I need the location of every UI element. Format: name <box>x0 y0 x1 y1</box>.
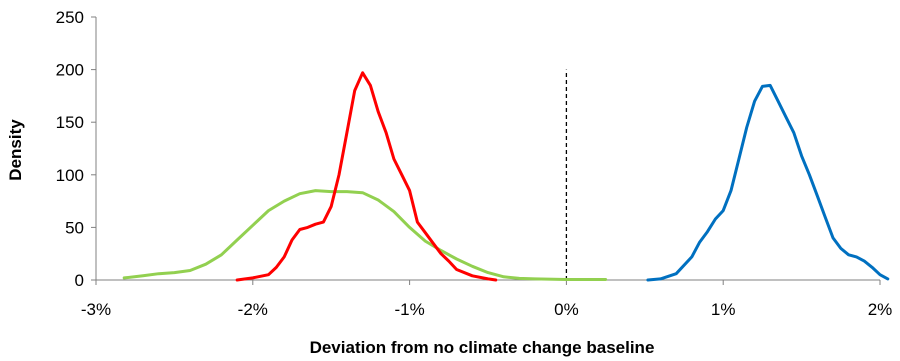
series-layer <box>122 71 890 282</box>
y-tick-label: 200 <box>56 61 84 80</box>
y-tick-label: 50 <box>65 218 84 237</box>
y-axis-ticks: 0 50 100 150 200 250 <box>56 8 96 290</box>
x-tick-label: 2% <box>868 300 893 319</box>
y-axis-title: Density <box>6 119 25 181</box>
x-tick-label: -1% <box>394 300 424 319</box>
series-line-1 <box>122 189 608 281</box>
y-tick-label: 100 <box>56 166 84 185</box>
y-tick-label: 250 <box>56 8 84 27</box>
series-line-2 <box>235 71 498 282</box>
x-tick-label: 1% <box>711 300 736 319</box>
x-axis-title: Deviation from no climate change baselin… <box>310 338 655 357</box>
x-tick-label: -2% <box>238 300 268 319</box>
y-tick-label: 0 <box>75 271 84 290</box>
y-tick-label: 150 <box>56 113 84 132</box>
x-tick-label: -3% <box>81 300 111 319</box>
x-axis-ticks: -3% -2% -1% 0% 1% 2% <box>81 280 892 319</box>
series-line-3 <box>646 83 890 282</box>
x-tick-label: 0% <box>554 300 579 319</box>
